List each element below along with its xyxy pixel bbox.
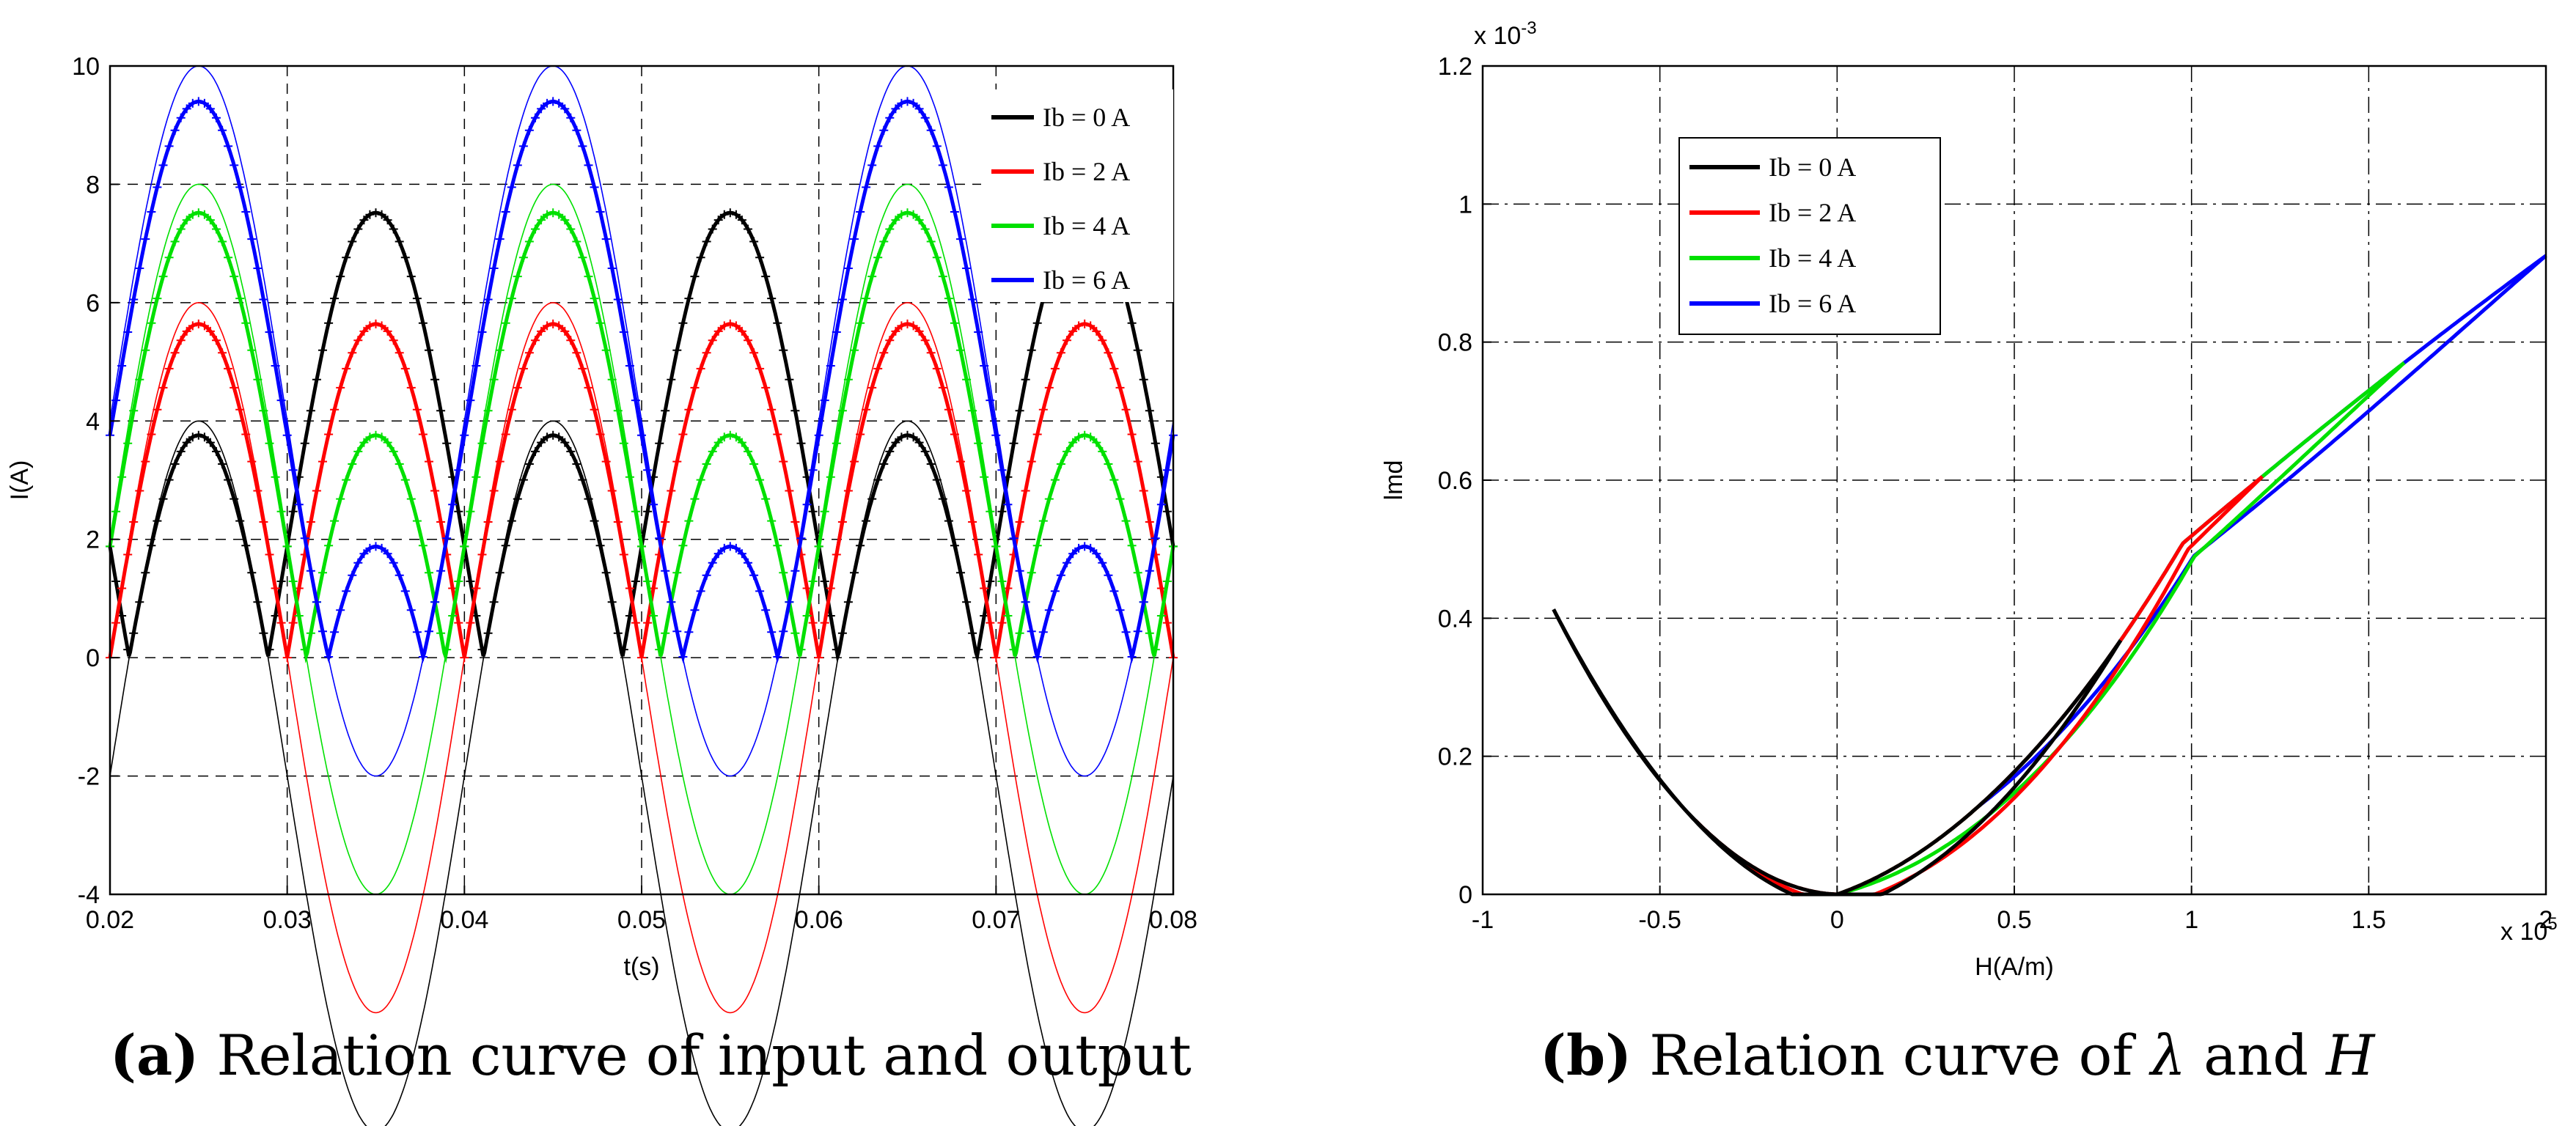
panel-a-ytick-label: 10 — [72, 53, 100, 81]
panel-a-xtick-label: 0.02 — [86, 906, 134, 934]
panel-b-legend-label: Ib = 6 A — [1769, 289, 1856, 318]
panel-b-xtick-label: 0.5 — [1997, 906, 2031, 934]
panel-b-xtick-label: -0.5 — [1638, 906, 1681, 934]
caption-a: (a) Relation curve of input and output — [110, 1023, 1192, 1088]
panel-a-legend-label: Ib = 6 A — [1043, 265, 1130, 295]
panel-b-loop-down — [1836, 361, 2406, 897]
panel-b-legend-label: Ib = 4 A — [1769, 243, 1856, 273]
panel-a-ytick-label: 0 — [86, 644, 100, 672]
panel-a-xtick-label: 0.04 — [440, 906, 488, 934]
panel-b-ytick-label: 1 — [1458, 191, 1472, 218]
panel-a-xtick-label: 0.07 — [972, 906, 1020, 934]
panel-b-xtick-label: 1.5 — [2352, 906, 2386, 934]
panel-b-legend-label: Ib = 2 A — [1769, 198, 1856, 227]
panel-b-ytick-label: 0.8 — [1438, 329, 1472, 357]
panel-a-ticks: 0.02 0.03 0.04 0.05 0.06 0.07 0.08 -4 -2 0 2 4 6 8 10 — [72, 53, 1197, 934]
panel-a-ytick-label: -2 — [78, 763, 100, 791]
panel-a-xtick-label: 0.08 — [1149, 906, 1197, 934]
panel-a-xlabel: t(s) — [623, 953, 659, 981]
panel-a-ytick-label: 6 — [86, 290, 100, 317]
panel-a-xtick-label: 0.03 — [263, 906, 312, 934]
panel-b-ytick-label: 0.2 — [1438, 743, 1472, 771]
panel-b-xtick-label: -1 — [1472, 906, 1494, 934]
panel-a-chart: 0.02 0.03 0.04 0.05 0.06 0.07 0.08-4-20246810 … — [6, 53, 1197, 1126]
panel-b-legend: Ib = 0 A Ib = 2 A Ib = 4 A Ib = 6 A — [1678, 137, 1941, 335]
caption-b-lambda: λ — [2150, 1023, 2186, 1088]
panel-b-ytick-label: 0.4 — [1438, 605, 1472, 633]
panel-b-legend-label: Ib = 0 A — [1769, 152, 1856, 182]
caption-a-text: Relation curve of input and output — [216, 1023, 1192, 1088]
panel-a-xtick-label: 0.06 — [795, 906, 843, 934]
panel-a-legend-label: Ib = 4 A — [1043, 211, 1130, 240]
panel-b-ytick-label: 1.2 — [1438, 53, 1472, 81]
panel-b-x-multiplier: x 105 — [2500, 914, 2558, 946]
caption-b-and: and — [2203, 1023, 2308, 1088]
panel-b-ytick-label: 0.6 — [1438, 467, 1472, 495]
panel-a-input-line — [109, 420, 1174, 1126]
panel-b-xtick-label: 0 — [1830, 906, 1844, 934]
panel-b-loop-down — [1978, 254, 2547, 808]
panel-a-xtick-label: 0.05 — [617, 906, 666, 934]
panel-b-loop-down — [1694, 475, 2264, 897]
panel-b-ytick-label: 0 — [1458, 881, 1472, 909]
panel-b-xtick-label: 2 — [2539, 906, 2553, 934]
panel-a-ytick-label: 4 — [86, 408, 100, 435]
panel-b-xlabel: H(A/m) — [1975, 953, 2054, 981]
caption-b-text: Relation curve of — [1649, 1023, 2133, 1088]
panel-a-ytick-label: -4 — [78, 881, 100, 909]
panel-a-ylabel: I(A) — [6, 460, 34, 501]
panel-a-legend: Ib = 0 A Ib = 2 A Ib = 4 A Ib = 6 A — [981, 89, 1173, 302]
panel-a-legend-box — [981, 89, 1173, 302]
caption-b-label: (b) — [1540, 1023, 1632, 1088]
caption-a-label: (a) — [110, 1023, 199, 1088]
panel-b-chart: -1 -0.5 0 0.5 1 1.5 200.20.40.60.811.2 H(A/m) … — [1380, 18, 2558, 981]
panel-a-ytick-label: 8 — [86, 171, 100, 199]
caption-b-h: H — [2326, 1023, 2375, 1088]
panel-b-xtick-label: 1 — [2184, 906, 2198, 934]
panel-a-legend-label: Ib = 0 A — [1043, 103, 1130, 132]
panel-a-legend-label: Ib = 2 A — [1043, 157, 1130, 186]
panel-a-input-line — [109, 65, 1174, 777]
caption-b: (b) Relation curve of λ and H — [1540, 1023, 2374, 1088]
panel-a-ytick-label: 2 — [86, 526, 100, 554]
panel-b-ylabel: lmd — [1380, 460, 1408, 501]
panel-b-y-multiplier: x 10-3 — [1474, 18, 1537, 50]
panel-b-ticks: -1 -0.5 0 0.5 1 1.5 2 0 0.2 0.4 0.6 0.8 1 1.2 — [1438, 53, 2553, 934]
